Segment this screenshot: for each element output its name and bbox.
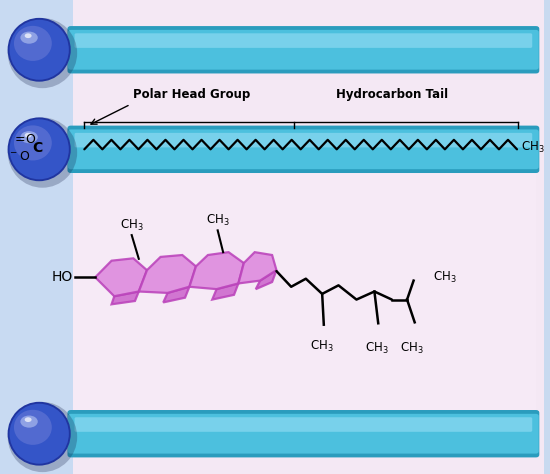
Text: CH$_3$: CH$_3$	[365, 341, 388, 356]
Text: O: O	[25, 133, 35, 146]
Polygon shape	[189, 252, 244, 289]
Ellipse shape	[20, 32, 38, 44]
Ellipse shape	[25, 33, 31, 38]
Text: $^-$O: $^-$O	[8, 150, 31, 163]
Polygon shape	[139, 255, 196, 293]
Ellipse shape	[14, 26, 52, 61]
Ellipse shape	[9, 20, 69, 80]
Ellipse shape	[14, 410, 52, 445]
Text: Polar Head Group: Polar Head Group	[133, 89, 251, 101]
FancyBboxPatch shape	[68, 126, 540, 173]
Polygon shape	[256, 270, 277, 289]
Ellipse shape	[20, 416, 38, 428]
Ellipse shape	[9, 404, 69, 464]
Ellipse shape	[8, 18, 77, 88]
Ellipse shape	[8, 402, 77, 472]
Text: CH$_3$: CH$_3$	[400, 341, 424, 356]
Polygon shape	[95, 258, 147, 296]
Ellipse shape	[8, 402, 71, 465]
Ellipse shape	[20, 131, 38, 143]
Text: =: =	[14, 133, 25, 146]
Ellipse shape	[8, 118, 77, 188]
Text: CH$_3$: CH$_3$	[120, 218, 144, 233]
Ellipse shape	[14, 126, 52, 161]
Text: C: C	[32, 141, 42, 155]
Text: CH$_3$: CH$_3$	[310, 339, 334, 354]
FancyBboxPatch shape	[68, 129, 539, 169]
Ellipse shape	[25, 417, 31, 422]
FancyBboxPatch shape	[68, 410, 540, 457]
Polygon shape	[238, 252, 277, 283]
FancyBboxPatch shape	[68, 30, 539, 70]
Polygon shape	[163, 287, 189, 302]
Bar	[74, 142, 536, 412]
Text: CH$_3$: CH$_3$	[206, 213, 229, 228]
Text: Hydrocarbon Tail: Hydrocarbon Tail	[336, 89, 448, 101]
Polygon shape	[212, 283, 238, 300]
Text: CH$_3$: CH$_3$	[521, 140, 545, 155]
Ellipse shape	[9, 119, 69, 179]
FancyBboxPatch shape	[75, 33, 532, 48]
Ellipse shape	[8, 118, 71, 181]
FancyBboxPatch shape	[75, 133, 532, 147]
Ellipse shape	[8, 18, 71, 82]
FancyBboxPatch shape	[68, 26, 540, 73]
Bar	[0, 0, 74, 474]
FancyBboxPatch shape	[68, 414, 539, 454]
Ellipse shape	[25, 133, 31, 137]
Text: HO: HO	[51, 270, 73, 284]
Polygon shape	[112, 292, 139, 304]
Text: CH$_3$: CH$_3$	[433, 270, 456, 285]
FancyBboxPatch shape	[75, 417, 532, 432]
